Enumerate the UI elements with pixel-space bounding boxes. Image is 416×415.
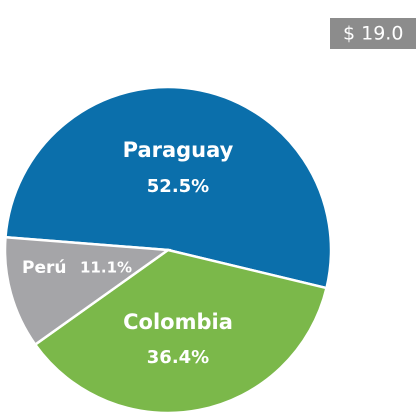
pie-slice	[4, 85, 333, 290]
slice-name: Perú	[22, 258, 66, 278]
slice-value: 52.5%	[147, 176, 209, 197]
slice-value: 36.4%	[147, 347, 209, 368]
pie-slice	[3, 235, 172, 347]
slice-name: Paraguay	[123, 138, 234, 162]
pie-slice	[33, 248, 329, 415]
badge: $ 19.0	[343, 23, 403, 45]
slice-name: Colombia	[123, 310, 233, 334]
badge-box	[330, 18, 416, 49]
slice-value: 11.1%	[80, 259, 132, 277]
